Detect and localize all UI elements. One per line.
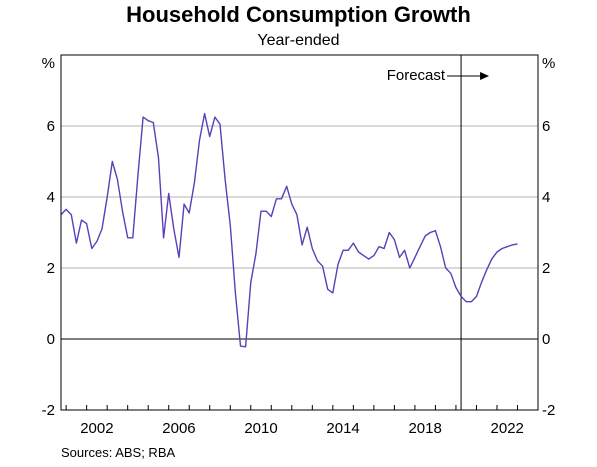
x-tick-label: 2022 (491, 420, 524, 437)
x-tick-label: 2002 (80, 420, 113, 437)
y-tick-label-right: 0 (542, 331, 550, 348)
y-tick-label-left: 6 (47, 118, 55, 135)
y-tick-label-right: 6 (542, 118, 550, 135)
forecast-marker (447, 55, 490, 410)
x-tick-label: 2018 (408, 420, 441, 437)
series-lines (60, 112, 518, 348)
forecast-label: Forecast (387, 67, 446, 84)
y-unit-right: % (542, 55, 555, 72)
axis-labels: -2 -2 0 0 2 2 4 4 6 6 2002 2006 2010 2014 2018 2022 (42, 118, 556, 437)
x-tick-label: 2006 (162, 420, 195, 437)
forecast-arrow-head (480, 72, 490, 80)
y-tick-label-right: 2 (542, 260, 550, 277)
sources-note: Sources: ABS; RBA (61, 445, 176, 460)
y-tick-label-right: 4 (542, 189, 550, 206)
x-axis-ticks (65, 405, 518, 410)
consumption-growth-line (60, 112, 518, 348)
y-tick-label-left: -2 (42, 402, 55, 419)
y-unit-left: % (42, 55, 55, 72)
plot-frame (60, 54, 539, 411)
x-tick-label: 2010 (244, 420, 277, 437)
chart-title: Household Consumption Growth (126, 2, 471, 27)
chart-subtitle: Year-ended (257, 32, 340, 49)
y-tick-label-left: 0 (47, 331, 55, 348)
y-tick-label-left: 2 (47, 260, 55, 277)
y-tick-label-left: 4 (47, 189, 55, 206)
grid-lines (61, 125, 538, 269)
y-tick-label-right: -2 (542, 402, 555, 419)
x-tick-label: 2014 (326, 420, 359, 437)
